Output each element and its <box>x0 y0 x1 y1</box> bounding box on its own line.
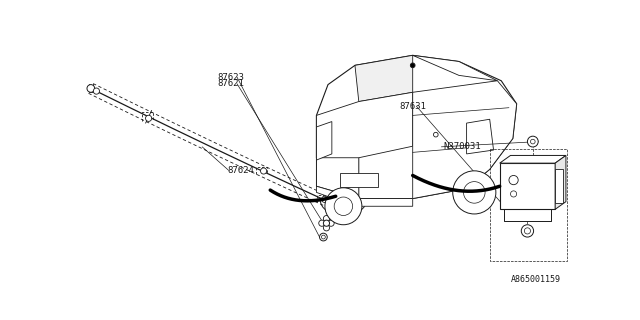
Polygon shape <box>355 55 413 101</box>
Polygon shape <box>316 92 413 158</box>
Circle shape <box>319 233 327 241</box>
Polygon shape <box>316 122 332 160</box>
Bar <box>340 173 378 187</box>
Circle shape <box>334 197 353 215</box>
Bar <box>490 149 568 261</box>
Circle shape <box>321 235 325 239</box>
Bar <box>555 169 563 203</box>
Polygon shape <box>316 55 516 198</box>
Polygon shape <box>555 156 566 209</box>
Polygon shape <box>467 119 493 154</box>
Circle shape <box>319 220 325 226</box>
Text: A865001159: A865001159 <box>511 275 561 284</box>
Circle shape <box>260 168 267 174</box>
Text: 87631: 87631 <box>399 102 426 111</box>
Polygon shape <box>413 55 497 81</box>
Circle shape <box>410 63 415 68</box>
Circle shape <box>93 88 99 94</box>
Circle shape <box>527 136 538 147</box>
Circle shape <box>323 215 330 222</box>
Circle shape <box>325 188 362 225</box>
Circle shape <box>521 225 534 237</box>
Circle shape <box>509 175 518 185</box>
Circle shape <box>328 220 334 226</box>
Circle shape <box>323 220 330 226</box>
Polygon shape <box>413 81 516 198</box>
Polygon shape <box>500 163 555 209</box>
Circle shape <box>452 171 496 214</box>
Polygon shape <box>316 186 413 206</box>
Circle shape <box>321 196 328 203</box>
Circle shape <box>145 115 152 121</box>
Circle shape <box>524 228 531 234</box>
Text: N370031: N370031 <box>444 142 481 151</box>
Text: 87621: 87621 <box>217 79 244 89</box>
Circle shape <box>511 191 516 197</box>
Circle shape <box>531 139 535 144</box>
Polygon shape <box>316 116 359 198</box>
Text: 87624: 87624 <box>227 166 254 175</box>
Circle shape <box>87 84 95 92</box>
Text: 87623: 87623 <box>217 73 244 82</box>
Polygon shape <box>500 156 566 163</box>
Circle shape <box>323 225 330 231</box>
Circle shape <box>433 132 438 137</box>
Circle shape <box>463 182 485 203</box>
